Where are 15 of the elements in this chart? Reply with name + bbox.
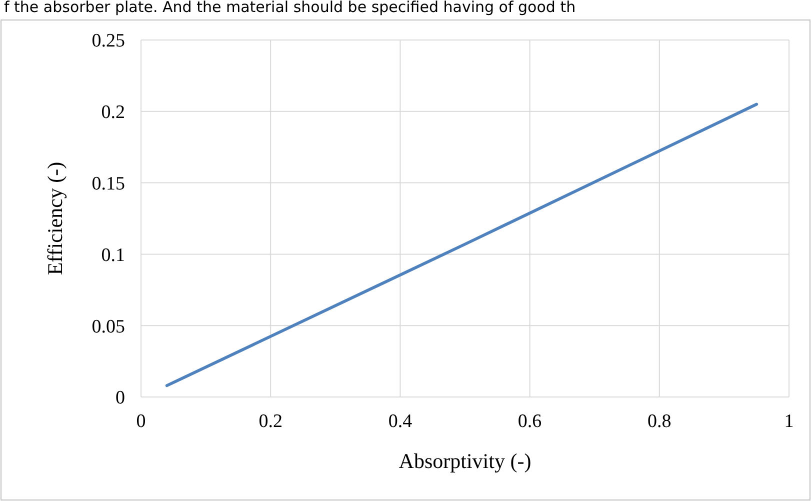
x-tick-label: 0 [136, 411, 146, 432]
x-tick-label: 0.4 [388, 411, 413, 432]
y-tick-label: 0 [116, 388, 125, 409]
y-tick-label: 0.25 [92, 30, 125, 52]
y-tick-label: 0.15 [92, 173, 125, 194]
x-tick-label: 0.8 [648, 411, 672, 432]
y-tick-label: 0.1 [101, 244, 125, 266]
y-tick-label: 0.2 [101, 102, 125, 124]
x-tick-label: 0.2 [258, 411, 282, 432]
x-tick-label: 1 [784, 411, 794, 432]
text: f the absorber plate. And the material should be specified having of good th [4, 0, 576, 16]
x-axis-title: Absorptivity (-) [398, 449, 532, 473]
x-tick-label: 0.6 [518, 411, 542, 432]
y-axis-title: Efficiency (-) [43, 162, 67, 276]
y-tick-label: 0.05 [92, 316, 125, 338]
